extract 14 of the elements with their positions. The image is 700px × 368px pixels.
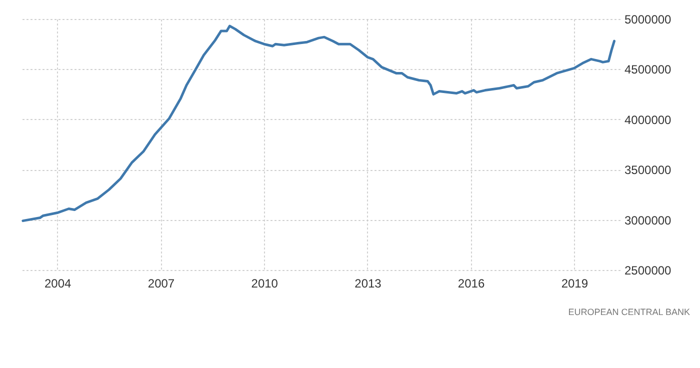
y-tick-label: 4000000 xyxy=(624,112,672,127)
y-tick-label: 3000000 xyxy=(624,213,672,228)
y-tick-label: 4500000 xyxy=(624,62,672,77)
x-tick-label: 2010 xyxy=(251,276,278,290)
x-tick-label: 2004 xyxy=(44,276,72,290)
y-tick-label: 2500000 xyxy=(624,264,672,278)
y-tick-label: 5000000 xyxy=(624,12,672,26)
line-series xyxy=(22,24,616,222)
x-tick-label: 2016 xyxy=(458,276,485,290)
x-tick-label: 2019 xyxy=(561,276,588,290)
x-tick-label: 2013 xyxy=(354,276,382,290)
x-tick-label: 2007 xyxy=(148,276,175,290)
y-tick-label: 3500000 xyxy=(624,163,672,178)
text: EUROPEAN CENTRAL BANK xyxy=(568,307,690,317)
